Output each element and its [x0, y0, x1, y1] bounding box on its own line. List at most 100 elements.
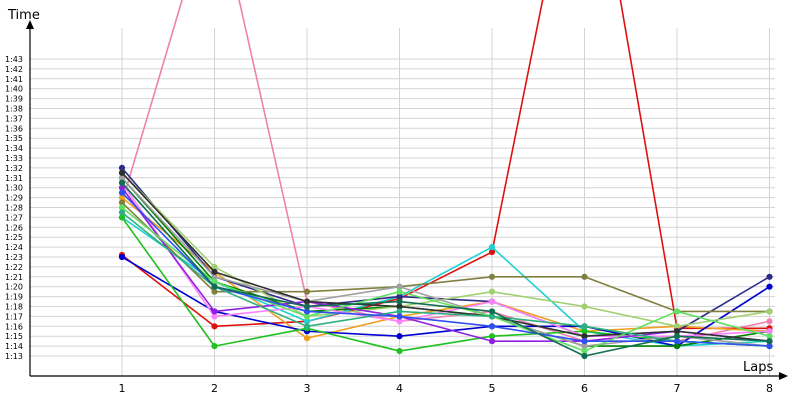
series-point — [396, 283, 403, 290]
series-point — [211, 263, 218, 270]
series-point — [488, 288, 496, 295]
series-line — [121, 187, 770, 342]
series-line — [121, 0, 770, 330]
y-tick-label: 1:30 — [5, 184, 23, 193]
y-tick-label: 1:29 — [5, 194, 23, 203]
y-tick-labels: 1:131:141:151:161:171:181:191:201:211:22… — [5, 55, 23, 361]
x-tick-label: 8 — [766, 382, 773, 395]
series-point — [396, 308, 403, 315]
series-point — [396, 298, 403, 305]
y-tick-label: 1:37 — [5, 114, 23, 123]
series-layer — [118, 0, 773, 360]
y-tick-label: 1:23 — [5, 253, 23, 262]
series-point — [766, 328, 773, 335]
series-point — [303, 313, 311, 320]
series-point — [581, 343, 588, 350]
y-tick-label: 1:16 — [5, 322, 23, 331]
y-tick-label: 1:35 — [5, 134, 23, 143]
series-point — [303, 298, 311, 305]
series-point — [303, 303, 311, 310]
x-axis-title: Laps — [743, 360, 773, 375]
x-tick-labels: 1 2 3 4 5 6 7 8 — [119, 382, 774, 395]
series-point — [118, 164, 126, 171]
series-point — [396, 347, 403, 355]
series-point — [766, 338, 773, 345]
series-point — [673, 343, 681, 350]
series-point — [766, 308, 773, 315]
y-tick-label: 1:19 — [5, 293, 23, 302]
series-point — [396, 333, 403, 340]
series-point — [118, 253, 126, 261]
y-tick-label: 1:26 — [5, 223, 23, 232]
series-point — [118, 174, 126, 181]
series-point — [118, 199, 126, 206]
series-point — [118, 189, 126, 196]
series-point — [396, 293, 403, 300]
y-tick-label: 1:31 — [5, 174, 23, 183]
y-tick-label: 1:34 — [5, 144, 23, 153]
series-point — [396, 313, 403, 320]
y-tick-label: 1:42 — [5, 65, 23, 74]
series-line — [121, 182, 770, 357]
axes — [26, 20, 788, 380]
x-axis-arrow — [779, 372, 788, 380]
series-point — [488, 308, 496, 315]
series-line — [121, 172, 770, 328]
series-line — [121, 172, 770, 342]
series-point — [303, 335, 311, 342]
series-point — [673, 328, 681, 335]
x-tick-label: 3 — [304, 382, 311, 395]
series-point — [581, 338, 588, 345]
grid — [30, 28, 775, 376]
series-point — [211, 323, 218, 330]
series-point — [211, 308, 218, 315]
y-tick-label: 1:40 — [5, 85, 23, 94]
y-tick-label: 1:41 — [5, 75, 23, 84]
series-point — [581, 347, 588, 355]
series-point — [766, 273, 773, 280]
y-tick-label: 1:20 — [5, 283, 23, 292]
y-tick-label: 1:21 — [5, 273, 23, 282]
y-axis-title: Time — [7, 8, 40, 23]
series-point — [118, 209, 126, 216]
series-point — [118, 169, 126, 176]
series-point — [488, 313, 496, 320]
series-point — [488, 323, 496, 330]
x-tick-label: 4 — [396, 382, 403, 395]
series-point — [303, 288, 311, 295]
series-point — [766, 283, 773, 290]
series-point — [396, 303, 403, 310]
series-point — [581, 333, 588, 340]
series-point — [488, 333, 496, 340]
series-point — [303, 323, 311, 330]
y-tick-label: 1:43 — [5, 55, 23, 64]
series-point — [303, 318, 311, 325]
series-point — [211, 343, 218, 350]
series-point — [211, 288, 218, 295]
y-tick-label: 1:25 — [5, 233, 23, 242]
series-point — [396, 318, 403, 325]
y-tick-label: 1:18 — [5, 303, 23, 312]
series-point — [766, 343, 773, 350]
series-point — [673, 333, 681, 340]
series-point — [581, 273, 588, 280]
series-point — [303, 308, 311, 315]
series-point — [211, 273, 218, 280]
series-line — [121, 211, 770, 347]
series-point — [766, 318, 773, 325]
series-point — [118, 214, 126, 221]
series-line — [121, 0, 770, 342]
series-point — [211, 268, 218, 275]
y-tick-label: 1:14 — [5, 342, 23, 351]
y-tick-label: 1:38 — [5, 105, 23, 114]
y-tick-label: 1:33 — [5, 154, 23, 163]
series-point — [488, 244, 496, 251]
series-point — [488, 248, 496, 256]
y-tick-label: 1:24 — [5, 243, 23, 252]
y-tick-label: 1:17 — [5, 312, 23, 321]
y-tick-label: 1:36 — [5, 124, 23, 133]
series-point — [488, 338, 496, 345]
x-tick-label: 1 — [119, 382, 126, 395]
series-line — [121, 177, 770, 347]
